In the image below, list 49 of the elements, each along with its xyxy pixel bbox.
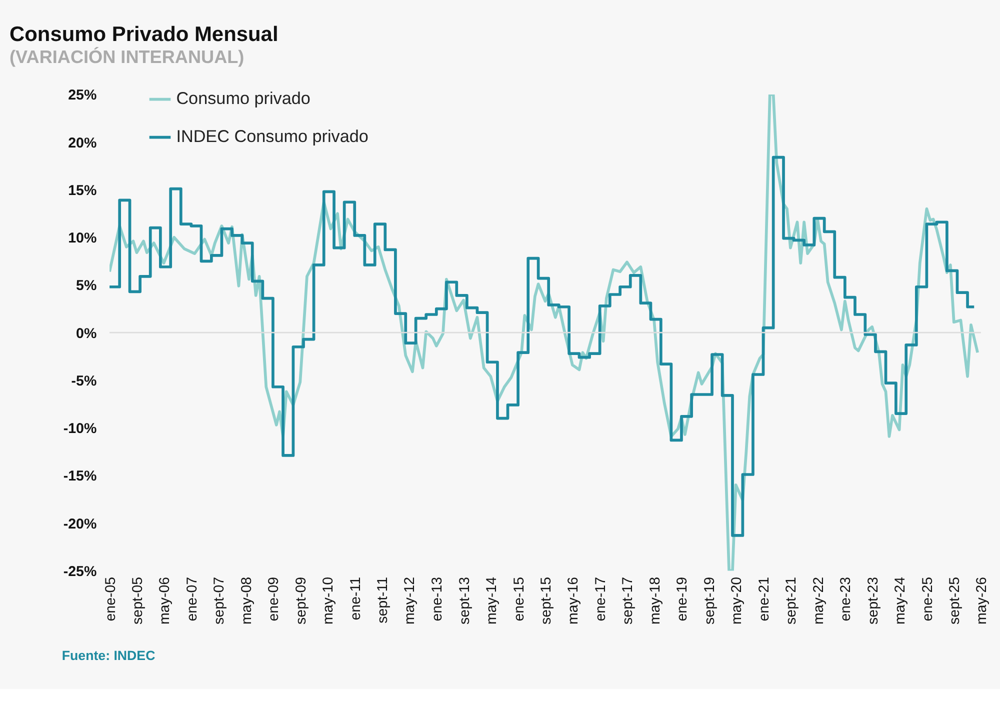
- x-tick-label: ene-15: [511, 576, 528, 622]
- legend-label: Consumo privado: [176, 88, 310, 108]
- x-tick-label: ene-07: [184, 576, 200, 622]
- x-tick-label: sept-05: [130, 576, 146, 624]
- chart-title: Consumo Privado Mensual: [10, 23, 278, 46]
- y-tick-label: -15%: [63, 468, 97, 485]
- x-tick-label: sept-13: [456, 576, 473, 624]
- chart-subtitle: (VARIACIÓN INTERANUAL): [10, 46, 244, 68]
- x-tick-label: ene-19: [674, 576, 691, 622]
- x-tick-label: ene-11: [348, 576, 364, 620]
- x-tick-label: may-08: [238, 576, 255, 624]
- x-tick-label: ene-25: [920, 576, 936, 622]
- x-tick-label: may-24: [892, 576, 909, 624]
- x-tick-label: may-18: [647, 576, 664, 624]
- x-tick-label: ene-23: [838, 576, 854, 622]
- x-tick-label: may-20: [729, 576, 746, 624]
- y-tick-label: -10%: [63, 421, 97, 438]
- x-tick-label: may-22: [810, 576, 827, 624]
- x-tick-label: may-16: [566, 576, 582, 624]
- x-tick-label: sept-21: [784, 576, 800, 624]
- x-tick-label: may-14: [484, 576, 500, 624]
- y-tick-label: -25%: [63, 564, 97, 580]
- x-tick-label: may-06: [157, 576, 174, 624]
- y-tick-label: -20%: [63, 516, 97, 532]
- x-tick-label: ene-09: [266, 576, 282, 622]
- x-tick-label: sept-15: [538, 576, 554, 624]
- x-tick-label: sept-09: [293, 576, 310, 624]
- x-tick-label: ene-17: [593, 576, 610, 622]
- x-tick-label: sept-11: [375, 576, 392, 624]
- x-tick-label: may-12: [402, 576, 418, 624]
- y-tick-label: 0%: [76, 326, 97, 342]
- x-tick-label: ene-21: [756, 576, 772, 622]
- source-note: Fuente: INDEC: [62, 648, 156, 664]
- x-tick-label: sept-25: [947, 576, 964, 624]
- y-tick-label: -5%: [71, 373, 97, 390]
- x-tick-label: may-10: [320, 576, 336, 624]
- y-tick-label: 20%: [68, 135, 97, 152]
- x-tick-label: sept-17: [620, 576, 636, 624]
- x-tick-label: sept-07: [212, 576, 228, 624]
- y-tick-label: 15%: [68, 182, 97, 199]
- y-tick-label: 25%: [68, 88, 97, 104]
- x-tick-label: ene-05: [102, 576, 119, 622]
- x-tick-label: ene-13: [430, 576, 446, 622]
- x-tick-label: may-26: [974, 576, 990, 624]
- legend-label: INDEC Consumo privado: [176, 126, 368, 146]
- y-tick-label: 10%: [68, 230, 97, 247]
- x-tick-label: sept-23: [865, 576, 882, 624]
- x-tick-label: sept-19: [702, 576, 718, 624]
- y-tick-label: 5%: [76, 278, 97, 294]
